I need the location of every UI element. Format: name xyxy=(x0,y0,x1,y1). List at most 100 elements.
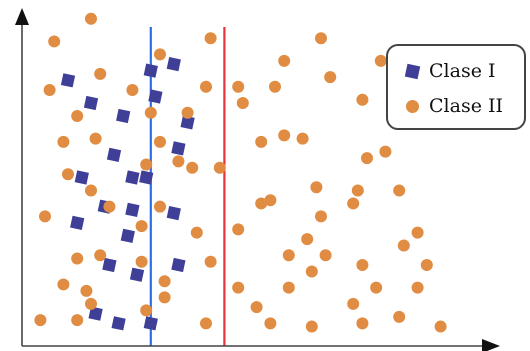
clase-ii-point xyxy=(351,184,364,197)
axes xyxy=(15,8,500,351)
clase-ii-point xyxy=(393,184,406,197)
clase-ii-point xyxy=(393,310,406,323)
clase-i-point xyxy=(143,63,158,78)
clase-ii-point xyxy=(411,226,424,239)
clase-ii-point xyxy=(269,80,281,93)
clase-i-point xyxy=(70,215,85,230)
clase-ii-point xyxy=(282,249,295,262)
clase-ii-point xyxy=(315,32,327,45)
clase-ii-point xyxy=(80,284,93,297)
clase-ii-point xyxy=(57,135,70,148)
square-marker-icon xyxy=(404,63,421,79)
clase-ii-point xyxy=(379,145,392,158)
clase-i-point xyxy=(120,228,135,243)
circle-marker-icon xyxy=(406,99,419,113)
clase-ii-point xyxy=(213,161,226,174)
clase-ii-point xyxy=(282,281,295,294)
clase-i-point xyxy=(139,170,154,185)
clase-i-point xyxy=(116,108,131,124)
clase-ii-point xyxy=(85,297,97,310)
clase-ii-point xyxy=(356,259,369,271)
clase-i-point xyxy=(129,267,145,282)
clase-ii-point xyxy=(420,259,433,271)
clase-ii-point xyxy=(94,67,107,80)
clase-i-point xyxy=(102,257,117,273)
clase-ii-point xyxy=(255,135,268,148)
clase-ii-point xyxy=(397,239,410,252)
clase-ii-point xyxy=(140,158,153,171)
clase-ii-point xyxy=(356,93,369,106)
clase-ii-point xyxy=(135,255,148,268)
clase-ii-point xyxy=(158,275,171,288)
clase-ii-point xyxy=(434,320,447,333)
clase-ii-point xyxy=(85,12,97,25)
clase-ii-point xyxy=(264,317,277,330)
clase-i-point xyxy=(88,306,103,321)
x-axis-arrow-icon xyxy=(482,339,500,351)
clase-ii-point xyxy=(232,223,245,236)
clase-ii-point xyxy=(370,281,383,294)
clase-ii-point xyxy=(278,54,291,67)
clase-ii-point xyxy=(186,161,199,174)
legend-entry-clase-i: Clase I xyxy=(404,56,496,86)
clase-ii-point xyxy=(144,106,157,119)
clase-ii-point xyxy=(85,184,97,197)
clase-i-point xyxy=(171,257,186,273)
clase-i-point xyxy=(125,202,140,218)
clase-ii-point xyxy=(89,132,102,145)
data-points xyxy=(34,12,447,333)
clase-ii-point xyxy=(319,249,332,262)
clase-i-point xyxy=(148,89,163,104)
clase-ii-point xyxy=(94,249,107,262)
clase-ii-point xyxy=(190,226,203,239)
clase-ii-point xyxy=(204,255,217,268)
clase-ii-point xyxy=(204,32,217,45)
clase-ii-point xyxy=(356,317,369,330)
clase-ii-point xyxy=(232,80,245,93)
clase-ii-point xyxy=(347,297,360,310)
clase-ii-point xyxy=(140,304,153,317)
clase-ii-point xyxy=(103,200,116,213)
boundary-lines xyxy=(149,27,226,346)
legend-label: Clase I xyxy=(429,60,496,82)
clase-i-point xyxy=(171,141,186,156)
clase-ii-point xyxy=(71,314,84,327)
clase-ii-point xyxy=(296,132,309,145)
clase-ii-point xyxy=(172,155,185,168)
clase-i-point xyxy=(166,57,181,72)
clase-ii-point xyxy=(255,197,268,210)
clase-ii-point xyxy=(411,281,424,294)
legend-entry-clase-ii: Clase II xyxy=(406,91,503,121)
clase-ii-point xyxy=(62,168,74,181)
clase-ii-point xyxy=(34,314,47,327)
legend-label: Clase II xyxy=(429,95,503,117)
clase-ii-point xyxy=(305,265,318,278)
clase-ii-point xyxy=(264,194,277,207)
clase-ii-point xyxy=(305,320,318,333)
clase-ii-point xyxy=(374,54,387,67)
clase-ii-point xyxy=(347,197,360,210)
clase-ii-point xyxy=(361,152,373,165)
clase-ii-point xyxy=(43,84,56,97)
clase-i-point xyxy=(111,316,126,331)
clase-ii-point xyxy=(126,84,139,97)
clase-ii-point xyxy=(71,109,84,122)
clase-ii-point xyxy=(310,181,323,194)
clase-i-point xyxy=(180,115,195,130)
clase-i-point xyxy=(106,147,122,162)
clase-ii-point xyxy=(135,220,148,233)
clase-ii-point xyxy=(48,35,61,48)
clase-i-point xyxy=(60,73,76,88)
clase-ii-point xyxy=(250,301,263,314)
clase-i-point xyxy=(74,170,89,185)
clase-ii-point xyxy=(278,129,291,142)
clase-ii-point xyxy=(200,317,212,330)
clase-ii-point xyxy=(236,97,249,109)
clase-ii-point xyxy=(71,252,84,265)
clase-ii-point xyxy=(200,80,212,93)
clase-ii-point xyxy=(39,210,51,223)
clase-i-point xyxy=(166,206,181,221)
clase-ii-point xyxy=(324,71,337,84)
clase-ii-point xyxy=(232,281,245,294)
